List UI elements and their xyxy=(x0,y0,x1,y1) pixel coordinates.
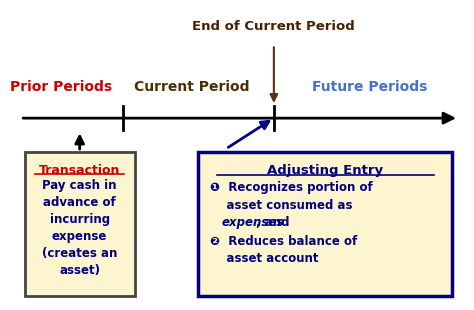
Text: Prior Periods: Prior Periods xyxy=(10,80,112,94)
Text: Adjusting Entry: Adjusting Entry xyxy=(267,164,383,177)
FancyBboxPatch shape xyxy=(25,152,135,296)
Text: Transaction: Transaction xyxy=(39,164,120,177)
Text: ❷  Reduces balance of
    asset account: ❷ Reduces balance of asset account xyxy=(210,235,357,265)
Text: Future Periods: Future Periods xyxy=(312,80,428,94)
Text: End of Current Period: End of Current Period xyxy=(192,20,355,33)
FancyBboxPatch shape xyxy=(199,152,452,296)
Text: , and: , and xyxy=(255,216,289,229)
Text: Current Period: Current Period xyxy=(134,80,249,94)
Text: ❶  Recognizes portion of
    asset consumed as: ❶ Recognizes portion of asset consumed a… xyxy=(210,181,373,212)
Text: expenses: expenses xyxy=(221,216,284,229)
Text: Pay cash in
advance of
incurring
expense
(creates an
asset): Pay cash in advance of incurring expense… xyxy=(42,179,118,277)
